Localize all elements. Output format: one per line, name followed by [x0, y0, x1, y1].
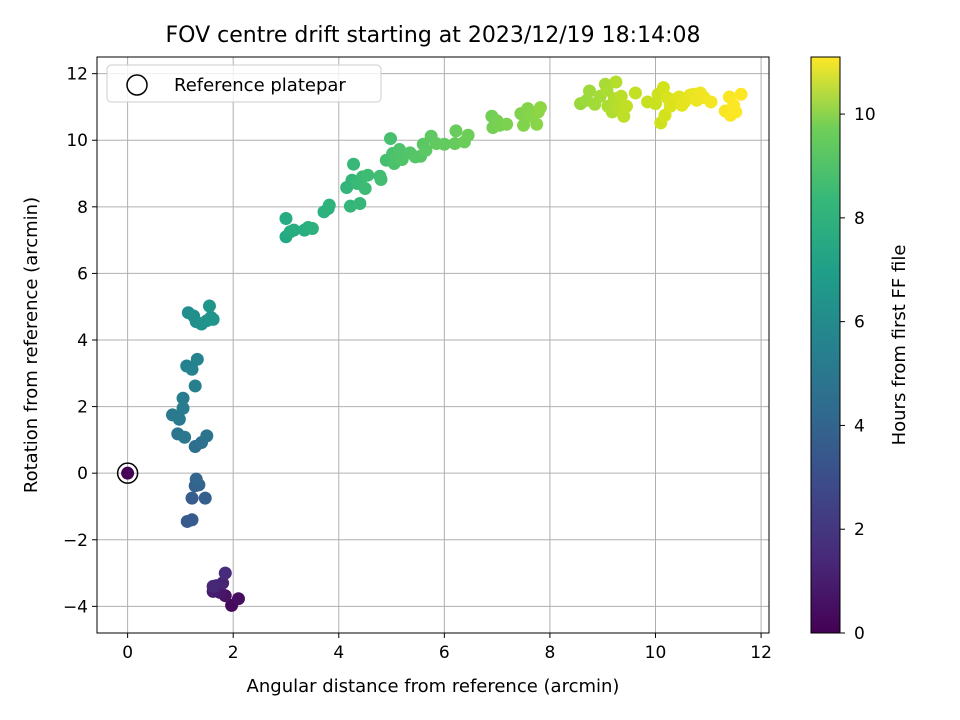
data-point: [279, 211, 293, 225]
data-point: [583, 84, 597, 98]
y-tick-label: 2: [77, 398, 88, 418]
reference-marker: [116, 462, 139, 484]
data-point: [628, 86, 642, 100]
data-point: [305, 221, 319, 235]
data-point: [178, 430, 192, 444]
x-tick-label: 10: [645, 643, 667, 663]
grid: [97, 57, 769, 633]
x-tick-label: 8: [545, 643, 556, 663]
legend-label-reference: Reference platepar: [174, 75, 346, 96]
y-tick-label: 0: [77, 464, 88, 484]
legend-marker-reference: [126, 74, 148, 96]
data-point: [353, 196, 367, 210]
x-tick-label: 6: [439, 643, 450, 663]
chart-title: FOV centre drift starting at 2023/12/19 …: [166, 23, 701, 48]
x-axis-label: Angular distance from reference (arcmin): [247, 676, 620, 697]
data-point: [287, 223, 301, 237]
data-point: [374, 173, 388, 187]
data-point: [449, 124, 463, 138]
y-tick-label: 8: [77, 198, 88, 218]
y-tick-label: −2: [63, 531, 88, 551]
data-point: [202, 299, 216, 313]
y-tick-label: 12: [66, 65, 88, 85]
data-point: [361, 168, 375, 182]
data-point: [600, 83, 614, 97]
data-point: [176, 401, 190, 415]
x-tick-label: 2: [228, 643, 239, 663]
y-tick-label: −4: [63, 597, 88, 617]
plot-area: [96, 56, 770, 634]
x-axis: 0 2 4 6 8 10 12: [122, 633, 772, 663]
y-tick-label: 10: [66, 131, 88, 151]
y-axis: −4 −2 0 2 4 6 8 10 12: [63, 65, 97, 617]
y-axis-label: Rotation from reference (arcmin): [21, 197, 42, 493]
data-point: [206, 312, 220, 326]
data-point: [419, 143, 433, 157]
data-point: [517, 118, 531, 132]
data-point: [322, 198, 336, 212]
colorbar-tick-label: 8: [854, 209, 865, 229]
data-point: [347, 157, 361, 171]
data-point: [461, 128, 475, 142]
x-tick-label: 4: [333, 643, 344, 663]
legend-frame: [106, 64, 382, 103]
data-point: [198, 491, 212, 505]
data-point: [185, 491, 199, 505]
data-point: [384, 132, 398, 146]
y-tick-label: 6: [77, 264, 88, 284]
data-point: [500, 117, 514, 131]
data-point: [614, 89, 628, 103]
data-point: [734, 87, 748, 101]
colorbar-tick-label: 0: [854, 624, 865, 644]
data-point: [358, 182, 372, 196]
data-point: [617, 109, 631, 123]
colorbar-tick-label: 4: [854, 416, 865, 436]
y-tick-label: 4: [77, 331, 88, 351]
data-point: [609, 75, 623, 89]
x-tick-label: 12: [750, 643, 772, 663]
colorbar-tick-label: 2: [854, 520, 865, 540]
data-point: [530, 117, 544, 131]
data-point: [704, 95, 718, 109]
data-point: [231, 592, 245, 606]
data-point: [729, 105, 743, 119]
data-point: [185, 513, 199, 527]
data-point: [200, 429, 214, 443]
x-tick-label: 0: [122, 643, 133, 663]
colorbar-ticks: 0 2 4 6 8 10: [840, 105, 876, 644]
data-point: [206, 579, 220, 593]
legend: Reference platepar: [106, 64, 382, 103]
colorbar: 0 2 4 6 8 10 Hours from first FF file: [810, 56, 910, 644]
data-point: [218, 566, 232, 580]
colorbar-tick-label: 10: [854, 105, 876, 125]
colorbar-label: Hours from first FF file: [889, 245, 910, 446]
data-point: [437, 137, 451, 151]
data-point: [189, 472, 203, 486]
data-point: [176, 391, 190, 405]
data-point: [190, 352, 204, 366]
data-point: [121, 466, 135, 480]
scatter-points: [116, 75, 748, 612]
data-point: [172, 412, 186, 426]
data-point: [185, 362, 199, 376]
colorbar-gradient: [810, 56, 841, 634]
data-point: [392, 143, 406, 157]
colorbar-tick-label: 6: [854, 313, 865, 333]
data-point: [533, 101, 547, 115]
data-point: [656, 81, 670, 95]
data-point: [188, 379, 202, 393]
data-point: [619, 99, 633, 113]
